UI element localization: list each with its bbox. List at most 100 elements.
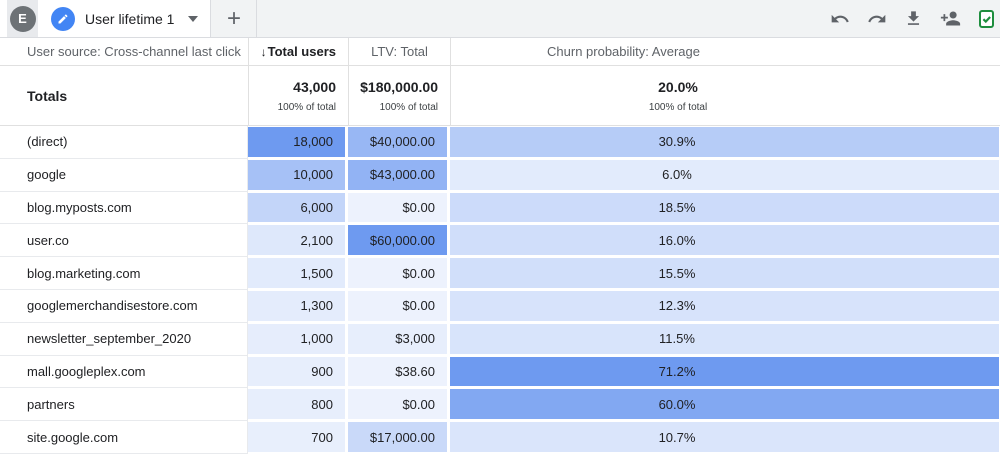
table-row: newsletter_september_2020 1,000 $3,000 1…: [0, 322, 1000, 356]
churn-cell[interactable]: 6.0%: [450, 159, 999, 190]
add-user-icon[interactable]: [940, 8, 961, 29]
row-source-label[interactable]: blog.myposts.com: [0, 191, 248, 225]
table-header: User source: Cross-channel last click ↓ …: [0, 38, 1000, 66]
download-icon[interactable]: [904, 9, 923, 28]
column-header-total-users[interactable]: ↓ Total users: [248, 38, 348, 65]
users-cell[interactable]: 6,000: [248, 192, 345, 223]
column-header-churn[interactable]: Churn probability: Average: [450, 38, 1000, 65]
account-avatar[interactable]: E: [7, 0, 38, 37]
table-row: site.google.com 700 $17,000.00 10.7%: [0, 421, 1000, 454]
churn-cell[interactable]: 10.7%: [450, 422, 999, 452]
topbar-left-margin: [0, 0, 7, 37]
ltv-cell[interactable]: $38.60: [348, 356, 447, 387]
topbar-spacer: [257, 0, 830, 37]
churn-cell-wrap: 60.0%: [450, 388, 1000, 421]
ltv-cell-wrap: $3,000: [348, 323, 450, 356]
ltv-cell[interactable]: $40,000.00: [348, 127, 447, 157]
ltv-cell[interactable]: $3,000: [348, 323, 447, 354]
churn-cell-wrap: 30.9%: [450, 126, 1000, 159]
ltv-cell[interactable]: $0.00: [348, 258, 447, 288]
row-source-label[interactable]: mall.googleplex.com: [0, 355, 248, 389]
row-source-label[interactable]: site.google.com: [0, 421, 248, 454]
sort-desc-icon: ↓: [260, 44, 267, 59]
new-tab-button[interactable]: +: [211, 0, 258, 37]
column-label: LTV: Total: [371, 44, 428, 59]
ltv-cell-wrap: $17,000.00: [348, 421, 450, 454]
row-source-label[interactable]: google: [0, 158, 248, 192]
users-cell[interactable]: 1,500: [248, 258, 345, 288]
table-row: user.co 2,100 $60,000.00 16.0%: [0, 224, 1000, 258]
totals-users-percent: 100% of total: [277, 101, 336, 113]
column-label: User source: Cross-channel last click: [27, 44, 241, 59]
tab-user-lifetime[interactable]: User lifetime 1: [38, 0, 212, 37]
row-source-label[interactable]: user.co: [0, 224, 248, 258]
totals-ltv-value: $180,000.00: [360, 78, 438, 95]
ltv-cell[interactable]: $60,000.00: [348, 225, 447, 256]
row-source-label[interactable]: (direct): [0, 126, 248, 159]
users-cell-wrap: 1,000: [248, 323, 348, 356]
users-cell[interactable]: 18,000: [248, 127, 345, 157]
users-cell[interactable]: 800: [248, 389, 345, 420]
row-source-label[interactable]: newsletter_september_2020: [0, 322, 248, 356]
totals-label: Totals: [27, 87, 68, 104]
churn-cell-wrap: 16.0%: [450, 224, 1000, 257]
churn-cell[interactable]: 60.0%: [450, 389, 999, 420]
totals-ltv-percent: 100% of total: [379, 101, 438, 113]
row-source-label[interactable]: partners: [0, 388, 248, 422]
churn-cell-wrap: 71.2%: [450, 356, 1000, 389]
churn-cell-wrap: 18.5%: [450, 192, 1000, 225]
churn-cell[interactable]: 16.0%: [450, 225, 999, 256]
users-cell[interactable]: 900: [248, 356, 345, 387]
row-source-label[interactable]: blog.marketing.com: [0, 257, 248, 290]
ltv-cell[interactable]: $17,000.00: [348, 422, 447, 452]
totals-row: Totals 43,000 100% of total $180,000.00 …: [0, 66, 1000, 126]
users-cell-wrap: 10,000: [248, 159, 348, 192]
users-cell[interactable]: 700: [248, 422, 345, 452]
table-row: partners 800 $0.00 60.0%: [0, 388, 1000, 422]
ltv-cell[interactable]: $0.00: [348, 389, 447, 420]
users-cell-wrap: 700: [248, 421, 348, 454]
totals-users-cell: 43,000 100% of total: [248, 66, 348, 125]
churn-cell[interactable]: 18.5%: [450, 192, 999, 223]
column-header-user-source[interactable]: User source: Cross-channel last click: [0, 38, 248, 65]
sheets-check-icon[interactable]: [978, 9, 995, 29]
toolbar-actions: [830, 0, 1000, 37]
users-cell-wrap: 18,000: [248, 126, 348, 159]
tab-title: User lifetime 1: [85, 10, 175, 27]
totals-churn-cell: 20.0% 100% of total: [450, 66, 1000, 125]
row-source-label[interactable]: googlemerchandisestore.com: [0, 289, 248, 323]
ltv-cell[interactable]: $0.00: [348, 290, 447, 321]
users-cell-wrap: 1,300: [248, 290, 348, 323]
table-body: (direct) 18,000 $40,000.00 30.9% google …: [0, 126, 1000, 454]
churn-cell-wrap: 11.5%: [450, 323, 1000, 356]
users-cell[interactable]: 10,000: [248, 159, 345, 190]
ltv-cell-wrap: $0.00: [348, 290, 450, 323]
table-row: mall.googleplex.com 900 $38.60 71.2%: [0, 355, 1000, 389]
users-cell-wrap: 900: [248, 356, 348, 389]
users-cell[interactable]: 1,300: [248, 290, 345, 321]
users-cell-wrap: 800: [248, 388, 348, 421]
users-cell[interactable]: 1,000: [248, 323, 345, 354]
churn-cell[interactable]: 11.5%: [450, 323, 999, 354]
undo-icon[interactable]: [830, 9, 850, 29]
ltv-cell-wrap: $40,000.00: [348, 126, 450, 159]
churn-cell[interactable]: 71.2%: [450, 356, 999, 387]
column-label: Total users: [267, 44, 336, 59]
ltv-cell[interactable]: $0.00: [348, 192, 447, 223]
table-row: (direct) 18,000 $40,000.00 30.9%: [0, 126, 1000, 159]
churn-cell-wrap: 12.3%: [450, 290, 1000, 323]
chevron-down-icon[interactable]: [188, 15, 199, 22]
churn-cell[interactable]: 15.5%: [450, 258, 999, 288]
redo-icon[interactable]: [867, 9, 887, 29]
churn-cell[interactable]: 12.3%: [450, 290, 999, 321]
churn-cell[interactable]: 30.9%: [450, 127, 999, 157]
churn-cell-wrap: 10.7%: [450, 421, 1000, 454]
column-header-ltv[interactable]: LTV: Total: [348, 38, 450, 65]
table-row: blog.myposts.com 6,000 $0.00 18.5%: [0, 191, 1000, 225]
ltv-cell-wrap: $0.00: [348, 388, 450, 421]
ltv-cell-wrap: $43,000.00: [348, 159, 450, 192]
totals-churn-value: 20.0%: [658, 78, 698, 95]
users-cell[interactable]: 2,100: [248, 225, 345, 256]
ltv-cell[interactable]: $43,000.00: [348, 159, 447, 190]
ltv-cell-wrap: $60,000.00: [348, 224, 450, 257]
